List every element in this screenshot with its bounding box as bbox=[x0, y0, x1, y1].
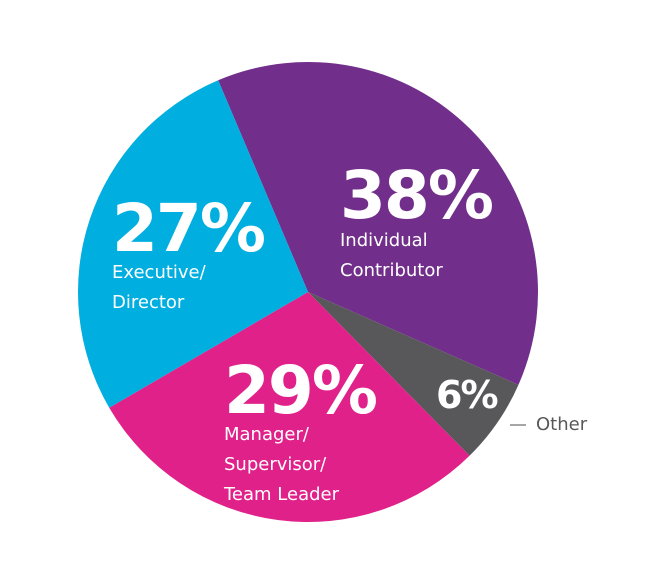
pie-slice bbox=[218, 62, 538, 385]
slice-label: Executive/ Director bbox=[112, 262, 206, 313]
value-label: 38% bbox=[340, 157, 494, 234]
pie-slice bbox=[308, 292, 519, 456]
value-label: 27% bbox=[112, 190, 266, 267]
value-label: 29% bbox=[224, 352, 378, 429]
pie-slice bbox=[78, 80, 309, 408]
pie-slice bbox=[109, 292, 470, 522]
value-label: 6% bbox=[436, 373, 498, 417]
slice-label: Manager/ Supervisor/ Team Leader bbox=[224, 424, 340, 505]
slice-label: Individual Contributor bbox=[340, 230, 443, 281]
slice-label: Other bbox=[536, 414, 588, 435]
